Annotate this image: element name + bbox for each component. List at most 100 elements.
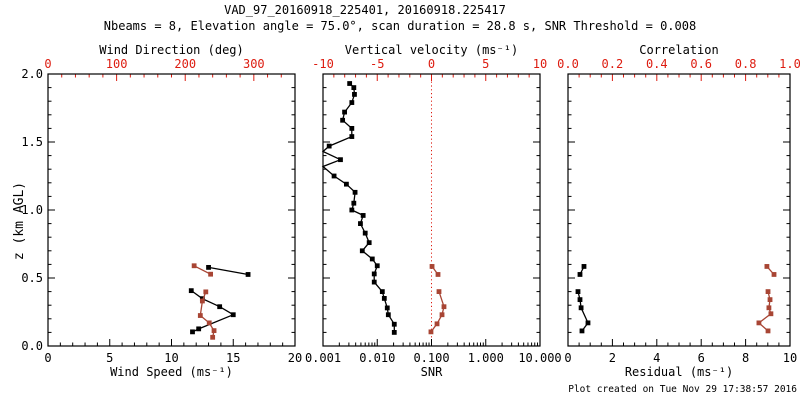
y-tick-label: 1.0 — [21, 203, 43, 217]
x-top-tick-label: -10 — [312, 57, 334, 71]
x-bottom-tick-label: 10 — [164, 351, 178, 365]
wind_speed-point — [230, 312, 236, 318]
snr_profile-line — [321, 83, 395, 333]
x-bottom-tick-label: 10.000 — [518, 351, 561, 365]
y-tick-label: 0.5 — [21, 271, 43, 285]
wind_direction-point — [211, 328, 217, 334]
snr_profile-point — [371, 279, 377, 285]
residual-axis-title: Residual (ms⁻¹) — [624, 365, 734, 379]
wind_direction-point — [199, 298, 205, 304]
correlation-point — [756, 320, 762, 326]
residual-point — [578, 305, 584, 311]
wind_speed-point — [190, 329, 195, 335]
x-bottom-tick-label: 10 — [783, 351, 797, 365]
snr_profile-point — [360, 213, 366, 218]
residual-point — [577, 272, 583, 277]
x-bottom-tick-label: 4 — [653, 351, 660, 365]
wind_direction-point — [197, 313, 203, 318]
snr_profile-point — [331, 173, 337, 179]
x-top-tick-label: 0.4 — [646, 57, 668, 71]
wind_speed-point — [245, 272, 251, 277]
x-bottom-tick-label: 8 — [742, 351, 749, 365]
vertical_velocity-point — [436, 289, 442, 294]
vertical_velocity-point — [429, 264, 435, 269]
x-top-tick-label: 5 — [482, 57, 489, 71]
x-top-tick-label: 0.0 — [557, 57, 579, 71]
correlation-point — [766, 305, 772, 311]
x-bottom-tick-label: 0 — [44, 351, 51, 365]
snr_profile-point — [362, 230, 368, 236]
wind_speed-point — [206, 264, 211, 270]
wind-speed-axis-title: Wind Speed (ms⁻¹) — [110, 365, 233, 379]
snr_profile-point — [391, 321, 397, 327]
snr_profile-point — [381, 296, 387, 301]
vertical_velocity-point — [435, 272, 441, 277]
x-bottom-tick-label: 5 — [106, 351, 113, 365]
wind_speed-point — [196, 326, 202, 332]
x-bottom-tick-label: 20 — [288, 351, 302, 365]
snr_profile-point — [371, 271, 377, 277]
snr_profile-point — [349, 134, 355, 139]
vertical_velocity-point — [439, 312, 445, 318]
vertical-velocity-axis-title: Vertical velocity (ms⁻¹) — [344, 43, 519, 57]
x-top-tick-label: 0.6 — [690, 57, 712, 71]
x-bottom-tick-label: 0.001 — [305, 351, 341, 365]
snr_profile-point — [352, 92, 357, 97]
snr_profile-point — [369, 256, 375, 262]
correlation-point — [765, 289, 771, 294]
y-tick-label: 2.0 — [21, 67, 43, 81]
x-top-tick-label: 100 — [106, 57, 128, 71]
wind_direction-point — [210, 334, 216, 340]
x-top-tick-label: 0 — [428, 57, 435, 71]
wind-panel-border — [47, 73, 296, 347]
snr_profile-point — [351, 85, 357, 90]
vertical_velocity-point — [428, 329, 434, 335]
snr_profile-point — [359, 248, 365, 254]
snr_profile-point — [351, 200, 357, 206]
residual-panel-border — [567, 73, 791, 347]
wind_speed-point — [217, 304, 223, 310]
x-top-tick-label: 300 — [243, 57, 265, 71]
y-tick-label: 0.0 — [21, 339, 43, 353]
snr_profile-point — [340, 117, 346, 123]
residual-point — [579, 328, 585, 334]
correlation-point — [765, 328, 771, 334]
snr_profile-point — [352, 189, 358, 195]
residual-point — [585, 320, 591, 326]
wind_direction-line — [193, 265, 211, 275]
correlation-axis-title: Correlation — [639, 43, 719, 57]
snr_profile-point — [391, 330, 397, 335]
residual-point — [577, 297, 583, 303]
snr_profile-point — [366, 240, 372, 246]
x-bottom-tick-label: 2 — [609, 351, 616, 365]
plot-subtitle: Nbeams = 8, Elevation angle = 75.0°, sca… — [103, 19, 697, 33]
snr_profile-point — [326, 143, 332, 149]
snr_profile-point — [349, 100, 355, 105]
x-bottom-tick-label: 6 — [698, 351, 705, 365]
residual-point — [575, 289, 581, 294]
x-bottom-tick-label: 0.100 — [413, 351, 449, 365]
wind_direction-point — [206, 320, 212, 326]
snr_profile-point — [349, 126, 355, 131]
x-bottom-tick-label: 15 — [226, 351, 240, 365]
correlation-point — [768, 311, 774, 317]
correlation-point — [771, 272, 777, 277]
residual-point — [581, 264, 587, 269]
snr_profile-point — [338, 157, 343, 163]
wind_speed-point — [188, 288, 194, 294]
snr_profile-point — [347, 81, 353, 86]
height-axis-title: z (km AGL) — [12, 181, 27, 261]
snr_profile-point — [358, 221, 363, 226]
y-tick-label: 1.5 — [21, 135, 43, 149]
snr_profile-point — [379, 289, 385, 294]
vertical_velocity-point — [441, 304, 447, 310]
x-top-tick-label: -5 — [370, 57, 384, 71]
vertical_velocity-point — [434, 321, 440, 327]
x-top-tick-label: 10 — [533, 57, 547, 71]
snr_profile-point — [374, 263, 380, 269]
x-top-tick-label: 0.8 — [735, 57, 757, 71]
snr_profile-point — [385, 312, 391, 318]
plot-created-timestamp: Plot created on Tue Nov 29 17:38:57 2016 — [568, 384, 797, 395]
wind_speed-line — [190, 290, 235, 333]
